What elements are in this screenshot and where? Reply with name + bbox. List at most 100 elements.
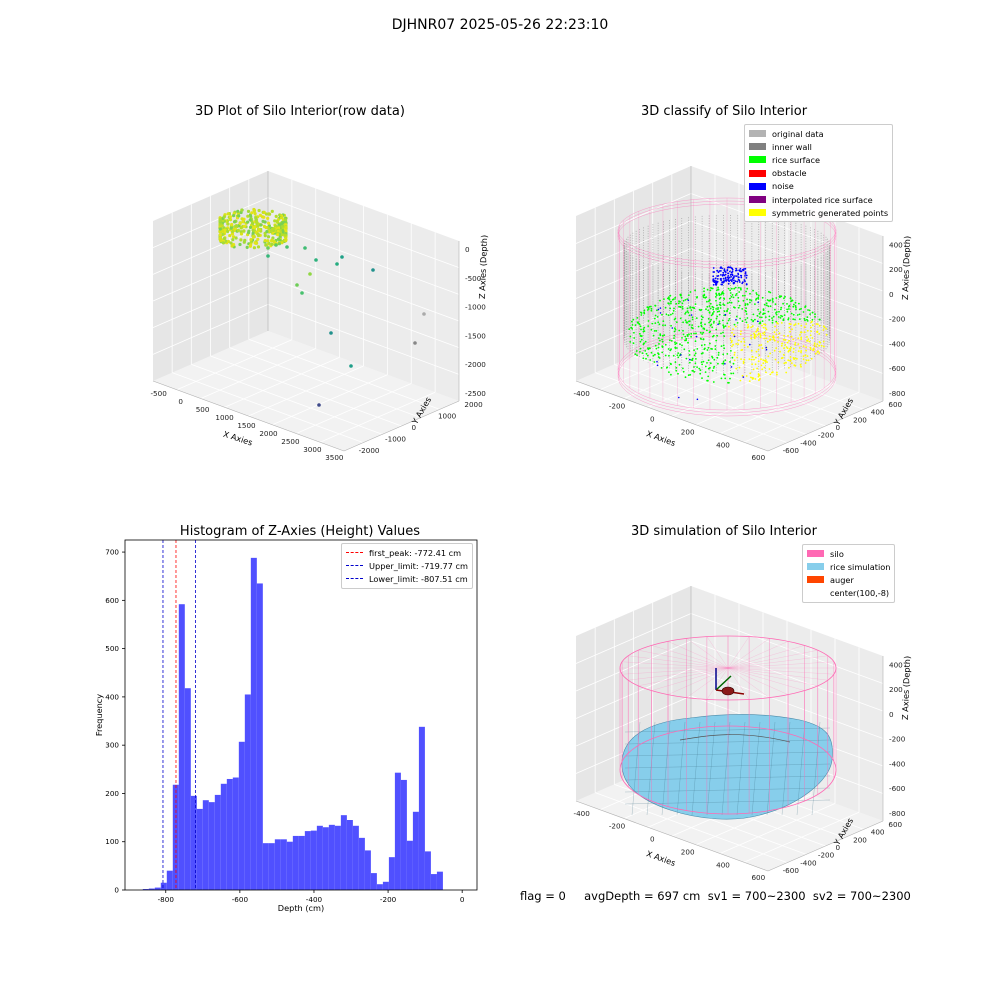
panel2-noise-point xyxy=(724,279,726,282)
panel2-surface-point xyxy=(792,305,795,308)
panel2-surface-point xyxy=(709,367,711,369)
panel2-y-tick-label: 600 xyxy=(888,400,902,409)
panel2-surface-point xyxy=(689,306,692,308)
silo-wire xyxy=(727,667,750,700)
panel2-surface-point xyxy=(700,352,703,355)
panel4-y-tick-label: 0 xyxy=(836,843,841,852)
panel2-surface-point xyxy=(716,304,718,307)
panel2-surface-point xyxy=(742,299,745,302)
panel4-axis-line xyxy=(575,800,769,872)
panel2-surface-point xyxy=(809,348,812,350)
panel2-surface-point xyxy=(743,344,746,347)
panel2-surface-point xyxy=(670,339,673,342)
panel2-surface-point xyxy=(806,318,808,321)
panel2-noise-point xyxy=(737,278,740,281)
panel1-data-point xyxy=(371,268,375,272)
panel1-y-tick-label: -2000 xyxy=(359,446,380,455)
panel2-surface-point xyxy=(737,339,740,342)
panel2-surface-point xyxy=(750,326,752,329)
panel2-surface-point xyxy=(674,341,676,344)
panel2-surface-point xyxy=(815,345,818,348)
panel2-surface-point xyxy=(664,343,667,346)
panel2-surface-point xyxy=(773,339,776,342)
panel1-data-point xyxy=(284,225,288,229)
panel2-surface-point xyxy=(730,295,733,298)
panel1-data-point xyxy=(284,239,288,243)
panel2-surface-point xyxy=(712,308,715,311)
panel2-surface-point xyxy=(813,344,816,346)
legend-entry: auger xyxy=(807,573,890,586)
panel2-surface-point xyxy=(752,319,755,322)
panel2-surface-point xyxy=(809,334,812,337)
panel1-data-point xyxy=(276,237,281,241)
panel2-surface-point xyxy=(762,332,764,335)
panel2-surface-point xyxy=(726,302,729,304)
panel2-surface-point xyxy=(765,302,768,305)
panel2-surface-point xyxy=(668,371,670,373)
panel2-surface-point xyxy=(805,359,808,362)
panel2-surface-point xyxy=(757,332,760,335)
panel2-surface-point xyxy=(670,324,672,327)
panel2-surface-point xyxy=(668,303,670,305)
panel2-surface-point xyxy=(774,325,776,328)
legend-swatch xyxy=(807,563,824,571)
panel2-surface-point xyxy=(708,331,711,334)
panel1-data-point xyxy=(335,262,339,266)
panel2-surface-point xyxy=(647,325,650,327)
panel2-surface-point xyxy=(661,340,664,343)
panel2-surface-point xyxy=(642,328,645,331)
panel2-surface-point xyxy=(633,337,636,339)
panel2-noise-point xyxy=(715,283,717,286)
panel2-surface-point xyxy=(754,318,756,321)
panel2-surface-point xyxy=(685,357,688,360)
panel1-x-tick-label: 2000 xyxy=(259,429,278,438)
legend-label: center(100,-8) xyxy=(830,588,890,599)
panel2-noise-point xyxy=(718,270,721,272)
panel2-surface-point xyxy=(804,362,807,364)
panel2-surface-point xyxy=(722,353,725,356)
panel2-surface-point xyxy=(654,304,656,307)
panel2-surface-point xyxy=(750,337,753,340)
panel2-surface-point xyxy=(788,326,791,329)
panel2-surface-point xyxy=(742,337,745,340)
histogram-x-tick-label: -400 xyxy=(306,895,323,904)
panel2-surface-point xyxy=(762,326,765,329)
panel2-surface-point xyxy=(738,366,741,369)
panel2-noise-point xyxy=(744,267,747,270)
panel2-surface-point xyxy=(752,368,755,371)
panel2-surface-point xyxy=(733,287,736,290)
panel2-surface-point xyxy=(645,357,647,360)
panel2-surface-point xyxy=(703,343,706,346)
silo-wire xyxy=(727,667,818,686)
panel2-surface-point xyxy=(757,308,759,311)
panel2-surface-point xyxy=(810,357,813,360)
panel1-axis-line xyxy=(152,380,345,452)
panel2-surface-point xyxy=(761,324,763,327)
panel4-x-tick-label: -400 xyxy=(574,809,591,818)
panel1-data-point xyxy=(275,219,279,223)
panel2-surface-point xyxy=(699,372,702,375)
panel2-surface-point xyxy=(785,371,788,374)
panel1-data-point xyxy=(221,241,225,245)
panel1-data-point xyxy=(226,239,231,244)
panel2-surface-point xyxy=(776,373,778,376)
panel1-y-tick-label: 1000 xyxy=(438,412,457,421)
panel1-data-point xyxy=(329,331,333,335)
panel2-surface-point xyxy=(814,316,816,318)
panel2-surface-point xyxy=(745,290,747,293)
panel2-surface-point xyxy=(699,309,702,312)
panel1-zlabel: Z Axies (Depth) xyxy=(477,235,489,299)
panel2-noise-point xyxy=(728,276,731,279)
panel2-surface-point xyxy=(690,335,692,338)
panel2-surface-point xyxy=(773,331,776,334)
panel2-noise-point xyxy=(726,269,729,272)
panel2-surface-point xyxy=(750,358,753,361)
panel2-surface-point xyxy=(797,322,800,325)
panel1-data-point xyxy=(254,217,258,222)
panel2-surface-point xyxy=(681,302,684,305)
panel2-surface-point xyxy=(688,320,691,323)
panel2-surface-point xyxy=(808,340,811,343)
silo-wire xyxy=(638,667,729,686)
panel2-surface-point xyxy=(708,305,711,307)
